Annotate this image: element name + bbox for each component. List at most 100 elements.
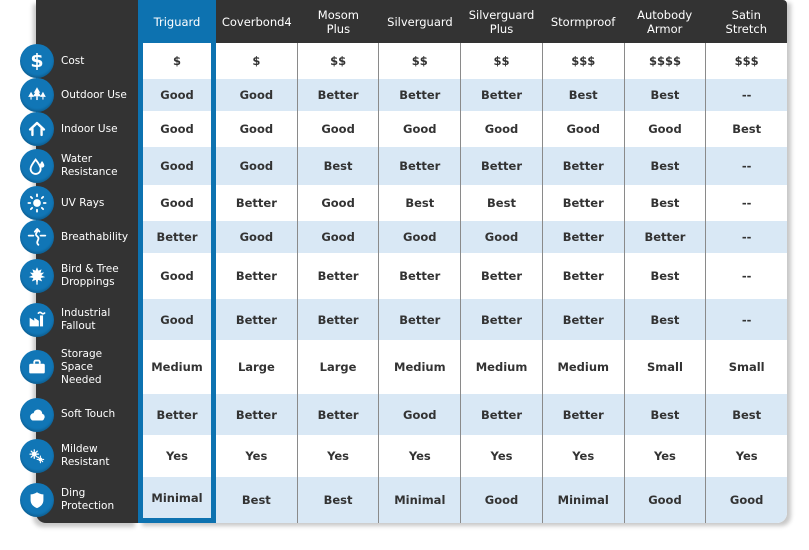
cell-uv-rays-triguard: Good — [138, 185, 216, 221]
column-header-satin-stretch[interactable]: Satin Stretch — [725, 7, 767, 36]
cell-outdoor-use-silverguard-plus: Better — [460, 79, 542, 111]
cell-uv-rays-coverbond4: Better — [216, 185, 297, 221]
table-row-uv-rays: Good Better Good Best Best Better Best -- — [138, 185, 787, 221]
cell-uv-rays-autobody-armor: Best — [623, 185, 706, 221]
cell-industrial-fallout-satin-stretch: -- — [705, 299, 787, 340]
cell-indoor-use-silverguard-plus: Good — [460, 111, 542, 147]
cell-water-resistance-mosom-plus: Best — [296, 147, 379, 185]
cell-soft-touch-mosom-plus: Better — [296, 394, 379, 435]
cell-water-resistance-stormproof: Better — [541, 147, 624, 185]
cell-storage-space-needed-coverbond4: Large — [216, 340, 297, 394]
cell-indoor-use-coverbond4: Good — [216, 111, 297, 147]
cell-outdoor-use-autobody-armor: Best — [623, 79, 706, 111]
cell-ding-protection-silverguard-plus: Good — [460, 477, 542, 523]
cell-bird-tree-droppings-stormproof: Better — [541, 253, 624, 299]
row-header-uv-rays: UV Rays — [20, 185, 138, 221]
table-row-indoor-use: Good Good Good Good Good Good Good Best — [138, 111, 787, 147]
cell-cost-autobody-armor: $$$$ — [623, 43, 706, 79]
cell-industrial-fallout-silverguard: Better — [378, 299, 461, 340]
row-label: Breathability — [61, 230, 129, 243]
table-row-water-resistance: Good Good Best Better Better Better Best -- — [138, 147, 787, 185]
cell-soft-touch-silverguard-plus: Better — [460, 394, 542, 435]
water-drop-icon — [20, 149, 54, 183]
table-row-cost: $ $ $$ $$ $$ $$$ $$$$ $$$ — [138, 43, 787, 79]
cell-mildew-resistant-silverguard-plus: Yes — [460, 435, 542, 477]
cell-uv-rays-stormproof: Better — [541, 185, 624, 221]
cell-water-resistance-silverguard: Better — [378, 147, 461, 185]
cell-soft-touch-triguard: Better — [138, 394, 216, 435]
table-row-outdoor-use: Good Good Better Better Better Best Best -- — [138, 79, 787, 111]
cell-outdoor-use-stormproof: Best — [541, 79, 624, 111]
cell-soft-touch-stormproof: Better — [541, 394, 624, 435]
column-header-mosom-plus[interactable]: Mosom Plus — [317, 7, 359, 36]
cell-soft-touch-autobody-armor: Best — [623, 394, 706, 435]
cell-ding-protection-triguard: Minimal — [138, 477, 216, 523]
cell-indoor-use-autobody-armor: Good — [623, 111, 706, 147]
row-label: Cost — [61, 54, 85, 67]
comparison-table: Triguard Coverbond4 Mosom Plus Silverguard S… — [138, 0, 787, 523]
row-label: Water Resistance — [61, 153, 118, 178]
row-label: Storage Space Needed — [61, 347, 103, 386]
shield-icon — [20, 483, 54, 517]
cell-water-resistance-silverguard-plus: Better — [460, 147, 542, 185]
cell-uv-rays-silverguard: Best — [378, 185, 461, 221]
cell-uv-rays-satin-stretch: -- — [705, 185, 787, 221]
row-header-mildew-resistant: Mildew Resistant — [20, 435, 138, 477]
table-row-storage-space-needed: Medium Large Large Medium Medium Medium Small S… — [138, 340, 787, 394]
cell-breathability-satin-stretch: -- — [705, 221, 787, 253]
breathability-icon — [20, 220, 54, 254]
dollar-icon: $ — [20, 44, 54, 78]
cell-bird-tree-droppings-autobody-armor: Best — [623, 253, 706, 299]
cell-outdoor-use-satin-stretch: -- — [705, 79, 787, 111]
cell-ding-protection-stormproof: Minimal — [541, 477, 624, 523]
cell-breathability-mosom-plus: Good — [296, 221, 379, 253]
cell-mildew-resistant-satin-stretch: Yes — [705, 435, 787, 477]
column-header-silverguard[interactable]: Silverguard — [387, 14, 453, 29]
row-label: Outdoor Use — [61, 88, 127, 101]
column-header-triguard[interactable]: Triguard — [138, 0, 216, 43]
cell-indoor-use-mosom-plus: Good — [296, 111, 379, 147]
cell-ding-protection-autobody-armor: Good — [623, 477, 706, 523]
factory-icon — [20, 302, 54, 337]
row-header-bird-tree-droppings: Bird & Tree Droppings — [20, 253, 138, 299]
cell-storage-space-needed-stormproof: Medium — [541, 340, 624, 394]
table-row-soft-touch: Better Better Better Good Better Better Best Be… — [138, 394, 787, 435]
column-header-coverbond4[interactable]: Coverbond4 — [221, 14, 292, 29]
cell-cost-stormproof: $$$ — [541, 43, 624, 79]
cell-water-resistance-autobody-armor: Best — [623, 147, 706, 185]
cell-cost-silverguard: $$ — [378, 43, 461, 79]
cell-cost-triguard: $ — [138, 43, 216, 79]
cell-uv-rays-silverguard-plus: Best — [460, 185, 542, 221]
row-header-breathability: Breathability — [20, 220, 138, 254]
cell-water-resistance-satin-stretch: -- — [705, 147, 787, 185]
cell-bird-tree-droppings-satin-stretch: -- — [705, 253, 787, 299]
cell-outdoor-use-coverbond4: Good — [216, 79, 297, 111]
table-row-industrial-fallout: Good Better Better Better Better Better Best -- — [138, 299, 787, 340]
row-label: Ding Protection — [61, 487, 115, 512]
cell-bird-tree-droppings-triguard: Good — [138, 253, 216, 299]
house-icon — [20, 112, 54, 146]
cell-industrial-fallout-mosom-plus: Better — [296, 299, 379, 340]
cell-soft-touch-satin-stretch: Best — [705, 394, 787, 435]
maple-leaf-icon — [20, 259, 54, 293]
cell-storage-space-needed-satin-stretch: Small — [705, 340, 787, 394]
row-header-ding-protection: Ding Protection — [20, 477, 138, 523]
column-header-autobody-armor[interactable]: Autobody Armor — [637, 7, 693, 36]
mildew-icon — [20, 439, 54, 473]
column-header-silverguard-plus[interactable]: Silverguard Plus — [468, 7, 535, 36]
cell-ding-protection-silverguard: Minimal — [378, 477, 461, 523]
cell-mildew-resistant-coverbond4: Yes — [216, 435, 297, 477]
cell-outdoor-use-silverguard: Better — [378, 79, 461, 111]
cell-breathability-silverguard: Good — [378, 221, 461, 253]
column-header-stormproof[interactable]: Stormproof — [550, 14, 616, 29]
cell-cost-silverguard-plus: $$ — [460, 43, 542, 79]
row-label: Industrial Fallout — [61, 306, 111, 332]
row-header-outdoor-use: Outdoor Use — [20, 78, 138, 112]
table-row-bird-tree-droppings: Good Better Better Better Better Better Best -- — [138, 253, 787, 299]
cell-breathability-stormproof: Better — [541, 221, 624, 253]
cell-water-resistance-triguard: Good — [138, 147, 216, 185]
cell-outdoor-use-triguard: Good — [138, 79, 216, 111]
cell-indoor-use-satin-stretch: Best — [705, 111, 787, 147]
cell-ding-protection-satin-stretch: Good — [705, 477, 787, 523]
cell-mildew-resistant-silverguard: Yes — [378, 435, 461, 477]
